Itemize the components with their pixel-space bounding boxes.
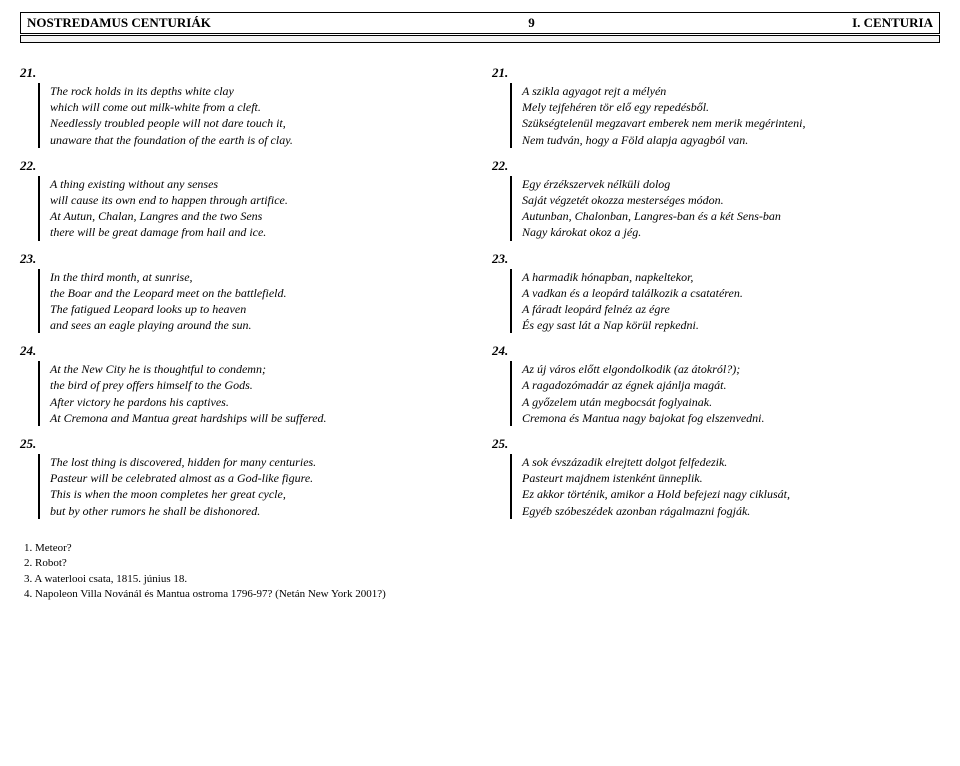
page-header: NOSTREDAMUS CENTURIÁK 9 I. CENTURIA bbox=[20, 12, 940, 34]
q22-l3: At Autun, Chalan, Langres and the two Se… bbox=[50, 208, 468, 224]
r-q24-l4: Cremona és Mantua nagy bajokat fog elsze… bbox=[522, 410, 940, 426]
header-sub-bar bbox=[20, 35, 940, 43]
q23-l3: The fatigued Leopard looks up to heaven bbox=[50, 301, 468, 317]
r-q24-num: 24. bbox=[492, 343, 940, 359]
q23-l4: and sees an eagle playing around the sun… bbox=[50, 317, 468, 333]
q24-l1: At the New City he is thoughtful to cond… bbox=[50, 361, 468, 377]
header-center: 9 bbox=[528, 15, 535, 31]
columns: 21. The rock holds in its depths white c… bbox=[20, 57, 940, 529]
header-right: I. CENTURIA bbox=[852, 15, 933, 31]
r-q24-l1: Az új város előtt elgondolkodik (az átok… bbox=[522, 361, 940, 377]
q24-num: 24. bbox=[20, 343, 468, 359]
r-q25-l3: Ez akkor történik, amikor a Hold befejez… bbox=[522, 486, 940, 502]
r-q25-l4: Egyéb szóbeszédek azonban rágalmazni fog… bbox=[522, 503, 940, 519]
q25-l3: This is when the moon completes her grea… bbox=[50, 486, 468, 502]
q22-l4: there will be great damage from hail and… bbox=[50, 224, 468, 240]
q22-text: A thing existing without any senses will… bbox=[38, 176, 468, 241]
q22-num: 22. bbox=[20, 158, 468, 174]
footnote-4: 4. Napoleon Villa Novánál és Mantua ostr… bbox=[24, 587, 940, 602]
r-q22-l3: Autunban, Chalonban, Langres-ban és a ké… bbox=[522, 208, 940, 224]
r-q22-text: Egy érzékszervek nélküli dolog Saját vég… bbox=[510, 176, 940, 241]
r-q22-l1: Egy érzékszervek nélküli dolog bbox=[522, 176, 940, 192]
q21-l1: The rock holds in its depths white clay bbox=[50, 83, 468, 99]
r-q25-num: 25. bbox=[492, 436, 940, 452]
r-q23-l3: A fáradt leopárd felnéz az égre bbox=[522, 301, 940, 317]
footnote-1: 1. Meteor? bbox=[24, 541, 940, 556]
r-q21-l1: A szikla agyagot rejt a mélyén bbox=[522, 83, 940, 99]
r-q24-l2: A ragadozómadár az égnek ajánlja magát. bbox=[522, 377, 940, 393]
q25-num: 25. bbox=[20, 436, 468, 452]
r-q24-l3: A győzelem után megbocsát foglyainak. bbox=[522, 394, 940, 410]
r-q21-text: A szikla agyagot rejt a mélyén Mely tejf… bbox=[510, 83, 940, 148]
q21-num: 21. bbox=[20, 65, 468, 81]
q25-l1: The lost thing is discovered, hidden for… bbox=[50, 454, 468, 470]
footnotes: 1. Meteor? 2. Robot? 3. A waterlooi csat… bbox=[20, 541, 940, 603]
q25-l2: Pasteur will be celebrated almost as a G… bbox=[50, 470, 468, 486]
r-q25-l1: A sok évszázadik elrejtett dolgot felfed… bbox=[522, 454, 940, 470]
header-left: NOSTREDAMUS CENTURIÁK bbox=[27, 15, 211, 31]
q22-l2: will cause its own end to happen through… bbox=[50, 192, 468, 208]
q24-l2: the bird of prey offers himself to the G… bbox=[50, 377, 468, 393]
r-q25-l2: Pasteurt majdnem istenként ünneplik. bbox=[522, 470, 940, 486]
footnote-3: 3. A waterlooi csata, 1815. június 18. bbox=[24, 572, 940, 587]
r-q24-text: Az új város előtt elgondolkodik (az átok… bbox=[510, 361, 940, 426]
q23-l2: the Boar and the Leopard meet on the bat… bbox=[50, 285, 468, 301]
q22-l1: A thing existing without any senses bbox=[50, 176, 468, 192]
r-q21-l3: Szükségtelenül megzavart emberek nem mer… bbox=[522, 115, 940, 131]
r-q23-l2: A vadkan és a leopárd találkozik a csata… bbox=[522, 285, 940, 301]
r-q23-l4: És egy sast lát a Nap körül repkedni. bbox=[522, 317, 940, 333]
q24-l4: At Cremona and Mantua great hardships wi… bbox=[50, 410, 468, 426]
q24-l3: After victory he pardons his captives. bbox=[50, 394, 468, 410]
r-q21-l4: Nem tudván, hogy a Föld alapja agyagból … bbox=[522, 132, 940, 148]
q21-l4: unaware that the foundation of the earth… bbox=[50, 132, 468, 148]
right-column: 21. A szikla agyagot rejt a mélyén Mely … bbox=[492, 57, 940, 529]
footnote-2: 2. Robot? bbox=[24, 556, 940, 571]
r-q22-num: 22. bbox=[492, 158, 940, 174]
left-column: 21. The rock holds in its depths white c… bbox=[20, 57, 468, 529]
r-q22-l4: Nagy károkat okoz a jég. bbox=[522, 224, 940, 240]
r-q23-text: A harmadik hónapban, napkeltekor, A vadk… bbox=[510, 269, 940, 334]
q24-text: At the New City he is thoughtful to cond… bbox=[38, 361, 468, 426]
q21-l3: Needlessly troubled people will not dare… bbox=[50, 115, 468, 131]
q21-l2: which will come out milk-white from a cl… bbox=[50, 99, 468, 115]
q23-num: 23. bbox=[20, 251, 468, 267]
q25-l4: but by other rumors he shall be dishonor… bbox=[50, 503, 468, 519]
q25-text: The lost thing is discovered, hidden for… bbox=[38, 454, 468, 519]
r-q25-text: A sok évszázadik elrejtett dolgot felfed… bbox=[510, 454, 940, 519]
r-q23-l1: A harmadik hónapban, napkeltekor, bbox=[522, 269, 940, 285]
r-q22-l2: Saját végzetét okozza mesterséges módon. bbox=[522, 192, 940, 208]
q23-l1: In the third month, at sunrise, bbox=[50, 269, 468, 285]
q23-text: In the third month, at sunrise, the Boar… bbox=[38, 269, 468, 334]
r-q23-num: 23. bbox=[492, 251, 940, 267]
r-q21-num: 21. bbox=[492, 65, 940, 81]
r-q21-l2: Mely tejfehéren tör elő egy repedésből. bbox=[522, 99, 940, 115]
q21-text: The rock holds in its depths white clay … bbox=[38, 83, 468, 148]
